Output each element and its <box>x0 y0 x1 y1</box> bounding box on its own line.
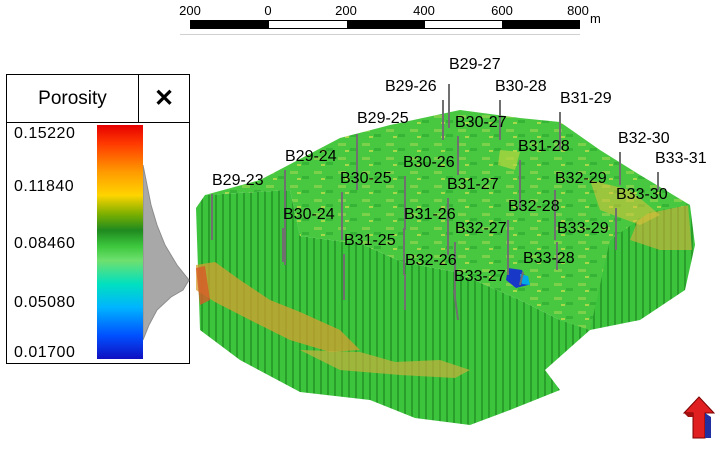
well-label[interactable]: B29-24 <box>285 148 337 165</box>
legend-value: 0.08460 <box>14 235 76 252</box>
well-line <box>519 271 524 286</box>
well-label[interactable]: B30-25 <box>340 170 392 187</box>
scale-track <box>190 20 580 29</box>
scale-tick-label: 200 <box>335 3 357 18</box>
well-label[interactable]: B31-27 <box>447 176 499 193</box>
scale-tick-label: 400 <box>413 3 435 18</box>
well-label[interactable]: B31-28 <box>518 138 570 155</box>
well-label[interactable]: B32-29 <box>555 170 607 187</box>
scale-tick-label: 0 <box>264 3 272 18</box>
well-label[interactable]: B32-27 <box>455 220 507 237</box>
legend-value-min: 0.01700 <box>14 344 76 361</box>
well-label[interactable]: B32-26 <box>405 252 457 269</box>
legend-header: Porosity ✕ <box>7 75 189 123</box>
porosity-colorbar <box>97 125 143 359</box>
scale-unit: m <box>590 11 601 26</box>
well-label[interactable]: B31-25 <box>344 232 396 249</box>
well-label[interactable]: B30-26 <box>403 154 455 171</box>
well-label[interactable]: B29-27 <box>449 56 501 73</box>
well-label[interactable]: B32-30 <box>618 130 670 147</box>
well-label[interactable]: B31-29 <box>560 90 612 107</box>
close-icon[interactable]: ✕ <box>153 85 175 112</box>
legend-value: 0.11840 <box>14 178 75 195</box>
north-arrow-icon <box>682 396 716 439</box>
scale-bar: 200 0 200 400 600 800 m <box>0 0 726 40</box>
well-label[interactable]: B32-28 <box>508 198 560 215</box>
well-label[interactable]: B29-25 <box>357 110 409 127</box>
well-label[interactable]: B30-27 <box>455 114 507 131</box>
model-side-face <box>196 190 590 425</box>
well-label[interactable]: B30-28 <box>495 78 547 95</box>
well-label[interactable]: B33-27 <box>454 268 506 285</box>
well-label[interactable]: B33-31 <box>655 150 707 167</box>
legend-value-max: 0.15220 <box>14 125 76 142</box>
well-label[interactable]: B33-28 <box>523 250 575 267</box>
scale-tick-label: 800 <box>567 3 589 18</box>
well-line <box>453 289 459 321</box>
legend-title: Porosity <box>7 75 139 122</box>
well-label[interactable]: B33-30 <box>616 186 668 203</box>
scale-tick-label: 200 <box>179 3 201 18</box>
legend-value: 0.05080 <box>14 294 76 311</box>
well-label[interactable]: B29-23 <box>212 172 264 189</box>
scale-tick-label: 600 <box>491 3 513 18</box>
porosity-histogram <box>143 164 190 341</box>
well-label[interactable]: B29-26 <box>385 78 437 95</box>
well-label[interactable]: B31-26 <box>404 206 456 223</box>
well-label[interactable]: B30-24 <box>283 206 335 223</box>
well-label[interactable]: B33-29 <box>557 220 609 237</box>
porosity-legend: Porosity ✕ 0.15220 0.11840 0.08460 0.050… <box>6 74 190 364</box>
